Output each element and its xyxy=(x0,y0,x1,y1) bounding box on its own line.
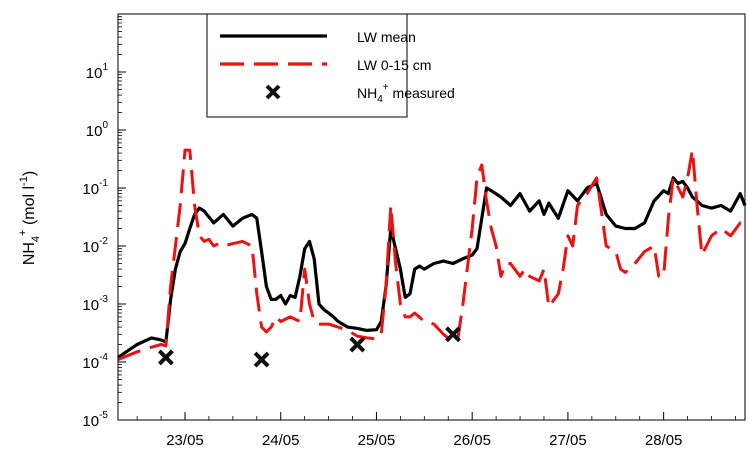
measured-point-marker xyxy=(253,351,270,368)
series-line-lw_0_15 xyxy=(117,148,745,361)
legend-label-lw-0-15: LW 0-15 cm xyxy=(357,57,431,73)
y-tick-label: 100 xyxy=(86,120,109,140)
legend-marker-x xyxy=(265,84,281,100)
y-tick-label: 10-3 xyxy=(82,294,108,314)
measured-markers xyxy=(157,326,461,368)
x-tick-label: 27/05 xyxy=(549,432,587,449)
x-tick-label: 24/05 xyxy=(262,432,300,449)
x-tick-label: 26/05 xyxy=(453,432,491,449)
y-tick-label: 10-2 xyxy=(82,236,108,256)
measured-point-marker xyxy=(157,349,174,366)
measured-point-marker xyxy=(445,326,461,343)
plot-frame xyxy=(117,13,746,421)
axis-ticks xyxy=(118,16,736,421)
x-tick-labels: 23/05 24/05 25/05 26/05 27/05 28/05 xyxy=(166,432,682,449)
legend-label-lw-mean: LW mean xyxy=(357,29,416,45)
y-tick-label: 10-5 xyxy=(82,410,108,430)
y-tick-label: 10-1 xyxy=(82,178,108,198)
x-tick-label: 23/05 xyxy=(166,432,204,449)
y-tick-labels: 101 100 10-1 10-2 10-3 10-4 10-5 xyxy=(82,62,108,430)
x-tick-label: 25/05 xyxy=(358,432,396,449)
y-axis-label: NH4+ (mol l-1) xyxy=(17,171,42,265)
measured-point-marker xyxy=(349,336,366,353)
x-tick-label: 28/05 xyxy=(645,432,683,449)
series-line-lw_mean xyxy=(117,176,747,359)
y-tick-label: 10-4 xyxy=(82,352,108,372)
series-layer xyxy=(117,148,747,361)
legend-label-measured: NH4+ measured xyxy=(357,82,455,105)
legend: LW mean LW 0-15 cm NH4+ measured xyxy=(206,13,455,118)
y-tick-label: 101 xyxy=(86,62,109,82)
